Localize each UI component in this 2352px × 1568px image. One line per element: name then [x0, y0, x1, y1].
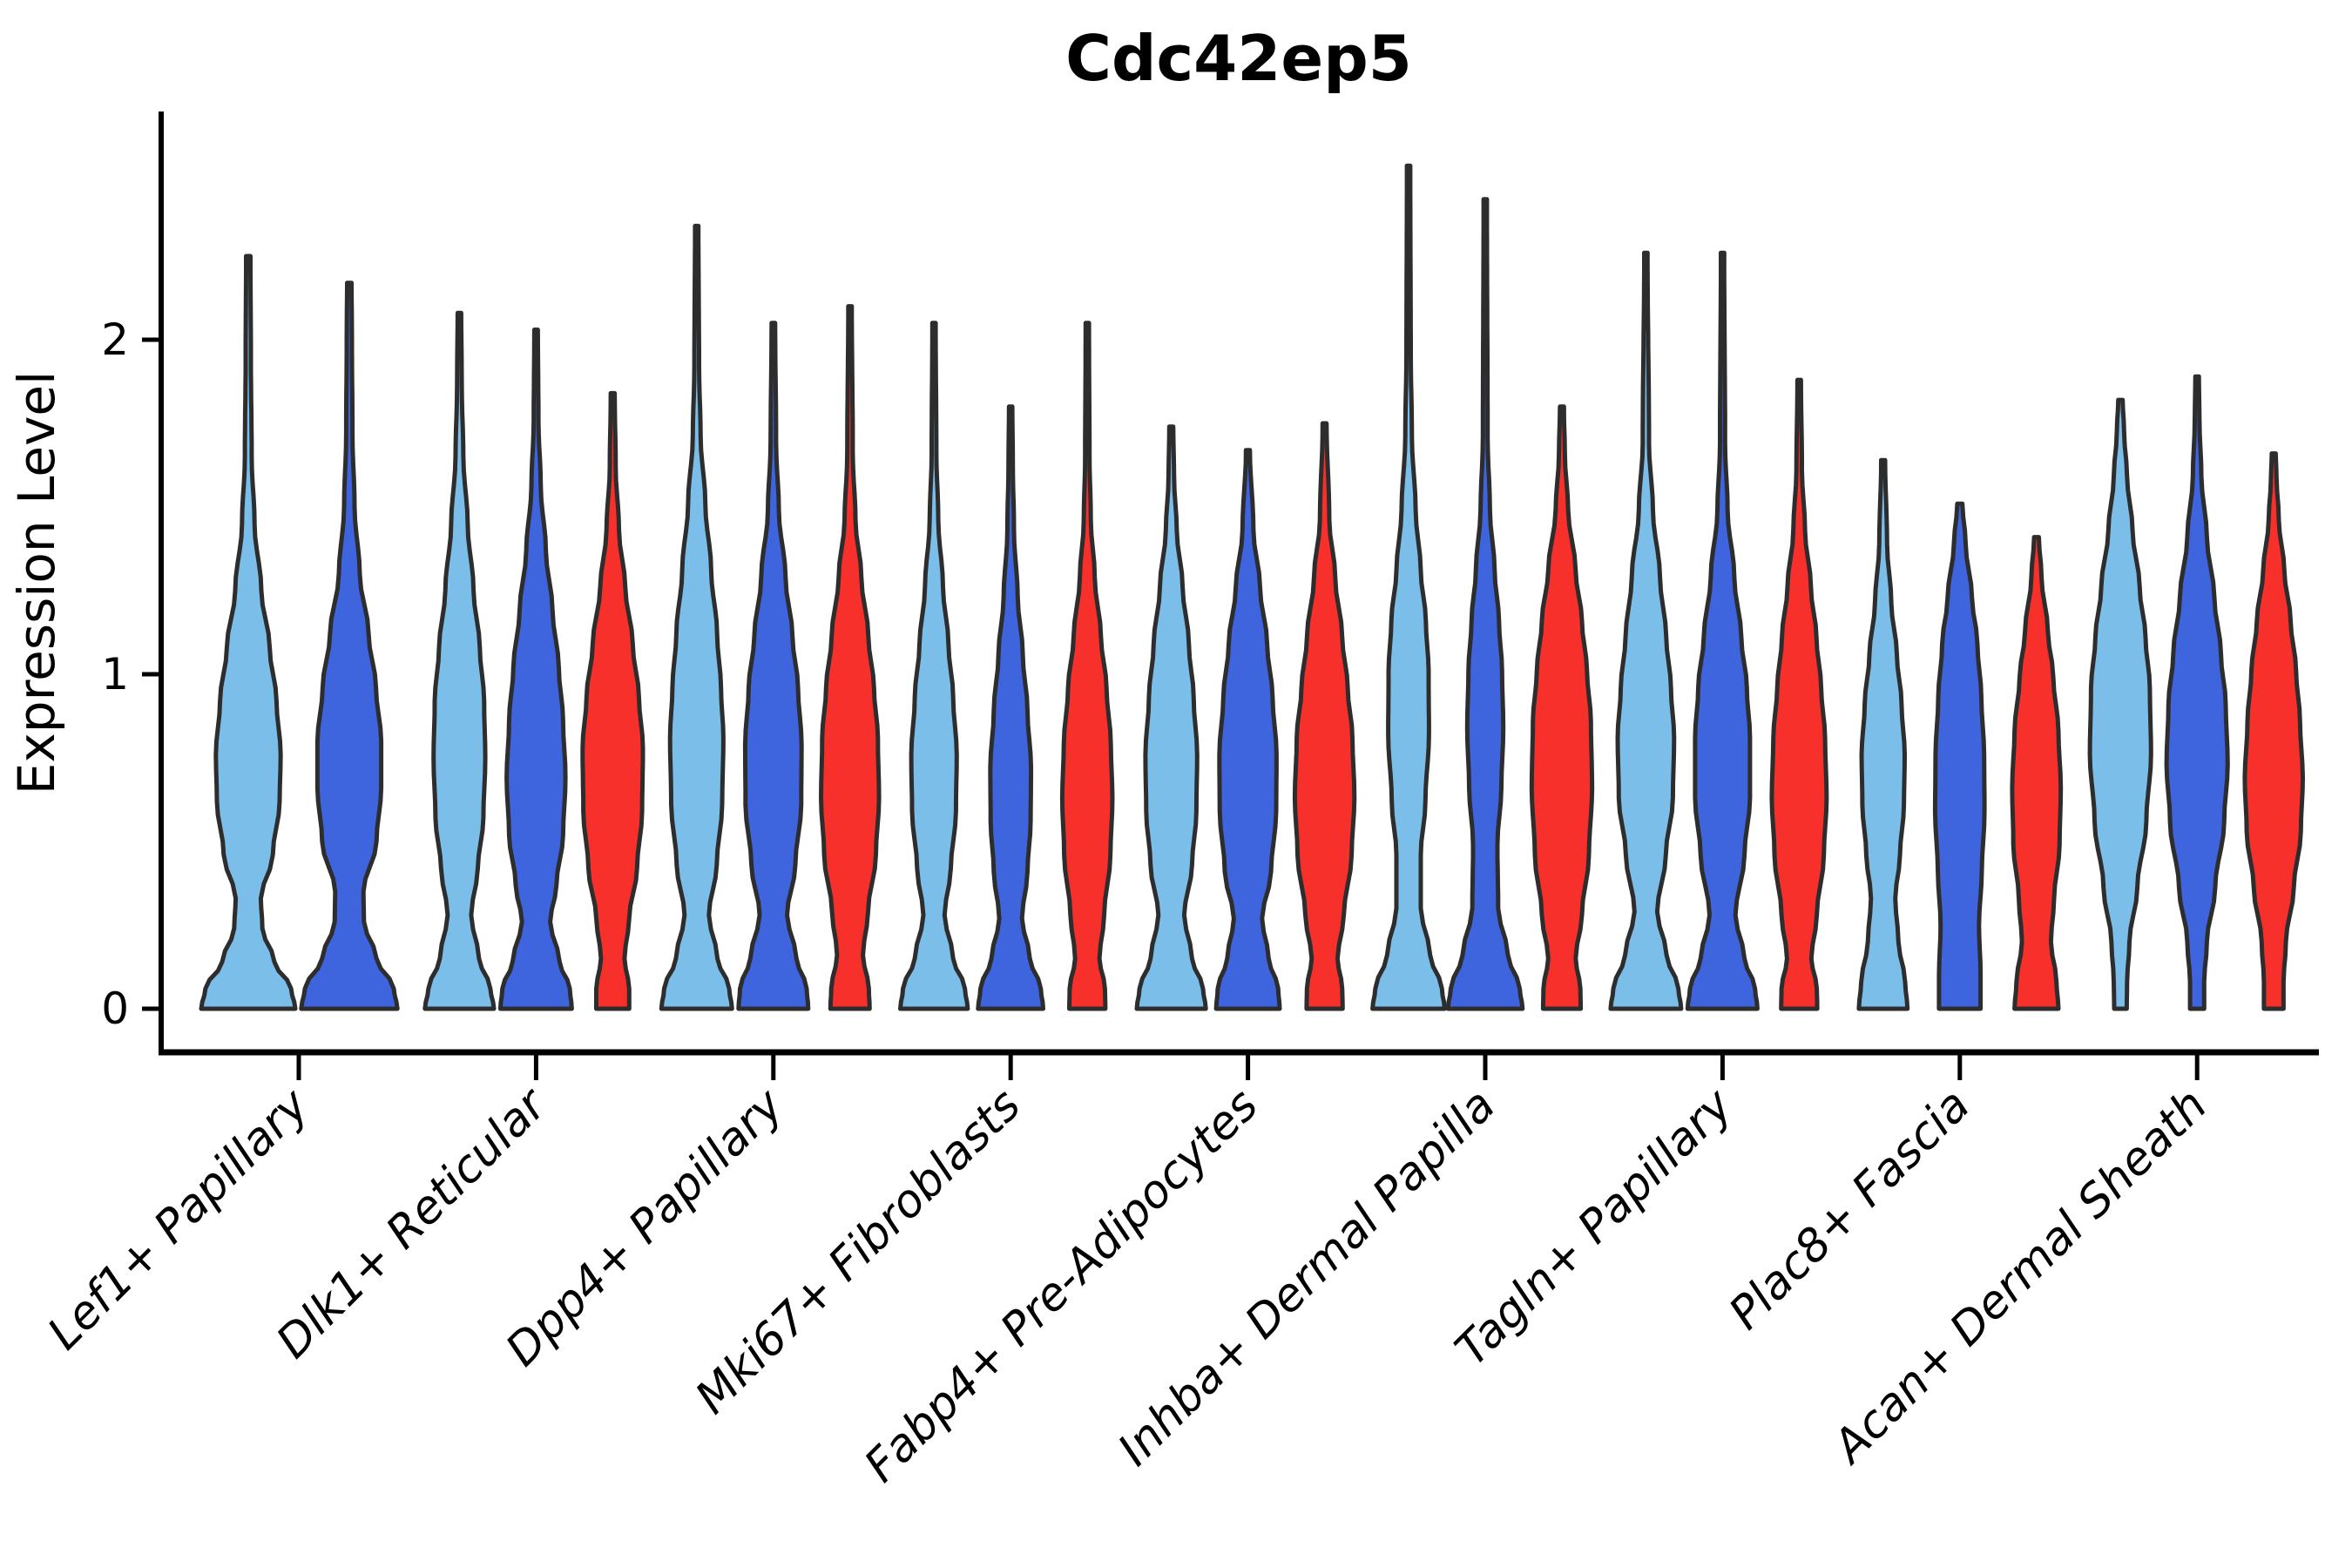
- violin-skyblue: [1856, 457, 1910, 1011]
- violin-blue: [1445, 197, 1525, 1011]
- y-tick-label: 0: [101, 983, 129, 1034]
- x-tick-label: Plac8+ Fascia: [1720, 1079, 1980, 1340]
- violin-group: [1856, 457, 2064, 1011]
- y-axis-ticks: 0 1 2: [101, 314, 161, 1034]
- violin-red: [2010, 535, 2064, 1011]
- violin-blue: [1932, 501, 1987, 1011]
- violin-group: [659, 223, 882, 1011]
- x-tick-label: Lef1+ Papillary: [38, 1078, 320, 1360]
- violin-skyblue: [1608, 250, 1684, 1011]
- violin-group: [898, 321, 1115, 1011]
- violin-red: [1059, 321, 1115, 1011]
- violin-skyblue: [898, 321, 970, 1011]
- chart-title: Cdc42ep5: [1065, 22, 1412, 95]
- violin-blue: [1685, 250, 1760, 1011]
- violin-skyblue: [2087, 397, 2153, 1011]
- x-tick-label: Inhba+ Dermal Papilla: [1108, 1079, 1505, 1477]
- violin-skyblue: [1134, 424, 1208, 1011]
- violin-skyblue: [1370, 163, 1447, 1011]
- violin-blue: [976, 404, 1045, 1011]
- violin-skyblue: [422, 310, 497, 1011]
- x-tick-label: Fabp4+ Pre-Adipocytes: [855, 1079, 1268, 1493]
- x-tick-label: Acan+ Dermal Sheath: [1821, 1079, 2217, 1475]
- violin-group: [1370, 163, 1595, 1011]
- violin-blue: [1213, 448, 1282, 1011]
- violin-red: [1769, 377, 1829, 1011]
- violin-group: [1608, 250, 1829, 1011]
- y-tick-label: 2: [101, 314, 129, 365]
- violin-group: [422, 310, 645, 1011]
- violin-blue: [299, 280, 400, 1011]
- violin-group: [1134, 421, 1357, 1011]
- y-tick-label: 1: [101, 649, 129, 700]
- violin-skyblue: [199, 253, 298, 1011]
- violins-layer: [199, 163, 2305, 1011]
- violin-group: [2087, 374, 2305, 1011]
- violin-red: [1529, 404, 1595, 1011]
- violin-red: [2242, 451, 2305, 1011]
- violin-blue: [2164, 374, 2230, 1011]
- violin-skyblue: [659, 223, 734, 1011]
- violin-red: [819, 304, 882, 1011]
- violin-group: [199, 253, 400, 1011]
- violin-red: [1292, 421, 1357, 1011]
- violin-blue: [497, 328, 574, 1011]
- y-axis-label: Expression Level: [7, 371, 66, 794]
- violin-red: [580, 390, 645, 1011]
- violin-blue: [736, 321, 811, 1011]
